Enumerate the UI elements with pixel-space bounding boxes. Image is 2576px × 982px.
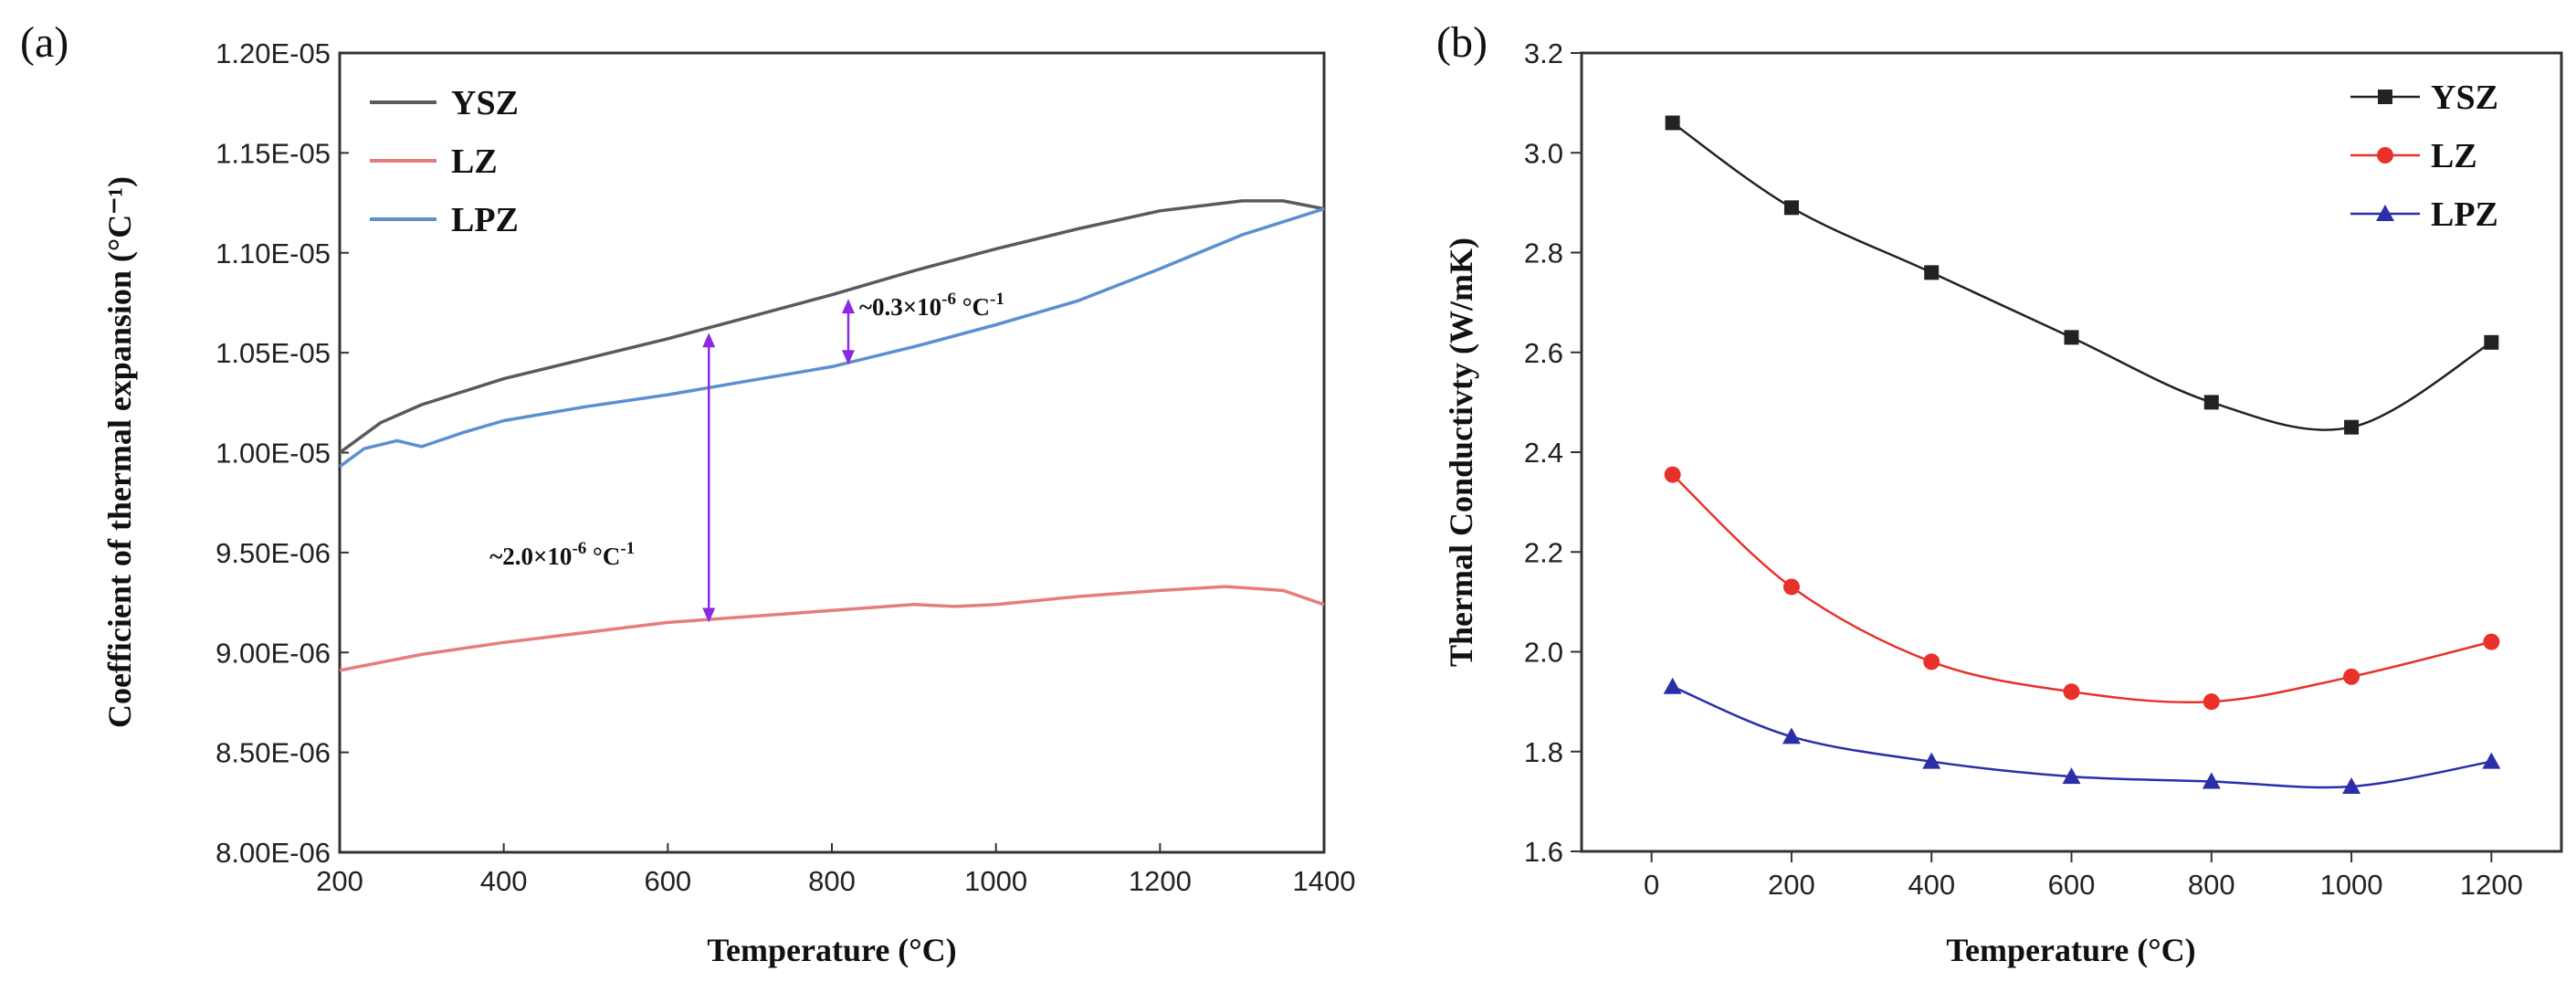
panel-b-ysz-point [2064,330,2079,345]
panel-b-x-tick-label: 0 [1644,869,1659,901]
panel-b-lz-point [2203,693,2220,711]
panel-a-annotation-text: ~0.3×10-6 °C-1 [859,290,1004,321]
panel-a-arrowhead-up [702,333,716,348]
panel-a-x-tick-label: 400 [480,865,528,897]
panel-a-x-axis-label: Temperature (°C) [707,932,956,968]
panel-a-legend-label-lz: LZ [451,143,498,181]
panel-a-arrowhead-down [841,350,855,365]
panel-a-y-tick-label: 1.10E-05 [216,238,331,269]
panel-b-lz-point [1664,466,1681,483]
panel-a-annotation-text: ~2.0×10-6 °C-1 [489,539,635,570]
panel-b-ysz-point [1665,115,1680,131]
panel-b-legend-marker [2376,205,2394,221]
panel-b-x-tick-label: 400 [1908,869,1955,901]
panel-b-x-axis-label: Temperature (°C) [1946,932,2195,968]
panel-a-y-tick-label: 1.05E-05 [216,337,331,369]
panel-a-legend-label-ysz: YSZ [451,84,519,122]
panel-b-series-ysz-line [1671,121,2493,431]
panel-a-series-lpz-line [338,206,1325,469]
panel-b-x-tick-label: 200 [1768,869,1815,901]
panel-b-y-axis-label: Thermal Conductivty (W/mK) [1443,238,1479,667]
panel-b-legend-marker [2378,90,2392,104]
panel-a-x-tick-label: 800 [808,865,856,897]
panel-b-y-tick-label: 3.2 [1524,37,1563,69]
panel-b-x-tick-label: 1000 [2320,869,2383,901]
panel-b-x-tick-label: 600 [2048,869,2096,901]
panel-a-y-tick-label: 1.00E-05 [216,438,331,470]
panel-a-series-ysz-line [338,199,1325,454]
panel-a-y-tick-label: 8.00E-06 [216,837,331,869]
panel-a-y-tick-label: 1.15E-05 [216,137,331,169]
panel-b-legend-label-lpz: LPZ [2431,195,2498,234]
panel-b-y-tick-label: 2.8 [1524,238,1563,269]
panel-b-y-tick-label: 2.6 [1524,337,1563,369]
panel-b-legend-label-lz: LZ [2431,137,2477,175]
panel-b-y-tick-label: 2.0 [1524,637,1563,669]
panel-a-x-tick-label: 600 [644,865,691,897]
panel-b-x-tick-label: 800 [2188,869,2235,901]
panel-b-x-tick-label: 1200 [2460,869,2523,901]
panel-b-lz-point [2483,633,2500,650]
panel-b-plot-frame [1580,51,2563,853]
panel-a-x-tick-label: 1400 [1293,865,1356,897]
panel-a-y-tick-label: 1.20E-05 [216,37,331,69]
panel-b-legend-label-ysz: YSZ [2431,79,2498,117]
panel-b-y-tick-label: 2.2 [1524,536,1563,568]
panel-b-legend-marker [2377,147,2393,164]
panel-a-y-axis-label: Coefficient of thermal expansion (°C⁻¹) [101,176,138,728]
panel-a-label: (a) [20,18,68,67]
panel-b-lpz-point [1782,727,1801,744]
panel-a-arrowhead-down [702,607,716,623]
panel-a-y-tick-label: 9.00E-06 [216,637,331,669]
panel-a-legend-label-lpz: LPZ [451,201,519,239]
panel-b-lpz-point [1922,752,1941,769]
panel-b-ysz-point [2203,395,2219,410]
panel-a-x-tick-label: 1200 [1129,865,1192,897]
panel-b-y-tick-label: 1.8 [1524,736,1563,768]
panel-a-series-lz-line [339,585,1325,672]
panel-b-lpz-point [2062,767,2081,785]
panel-b-y-tick-label: 3.0 [1524,137,1563,169]
panel-b-lpz-point [2342,776,2361,794]
panel-a-x-tick-label: 1000 [964,865,1027,897]
panel-b-ysz-point [2484,334,2499,350]
panel-b-y-tick-label: 2.4 [1524,437,1563,469]
panel-b-ysz-point [2344,419,2360,435]
panel-b-lz-point [1923,653,1940,671]
panel-a-x-tick-label: 200 [316,865,363,897]
panel-b: (b) Temperature (°C) Thermal Conductivty… [1436,18,2563,968]
panel-b-label: (b) [1436,18,1488,67]
panel-b-lpz-point [2482,752,2501,769]
panel-a: (a) Temperature (°C) Coefficient of ther… [20,18,1355,968]
panel-b-y-tick-label: 1.6 [1524,836,1563,868]
panel-a-y-tick-label: 9.50E-06 [216,537,331,569]
panel-b-lpz-point [2202,772,2221,789]
panel-b-lz-point [2343,668,2360,685]
panel-b-lpz-point [1663,677,1682,694]
panel-a-y-tick-label: 8.50E-06 [216,737,331,769]
panel-b-lz-point [1782,578,1800,596]
panel-b-lz-point [2063,683,2080,701]
panel-b-ysz-point [1924,265,1940,280]
panel-b-ysz-point [1783,200,1799,216]
panel-a-arrowhead-up [841,299,855,314]
